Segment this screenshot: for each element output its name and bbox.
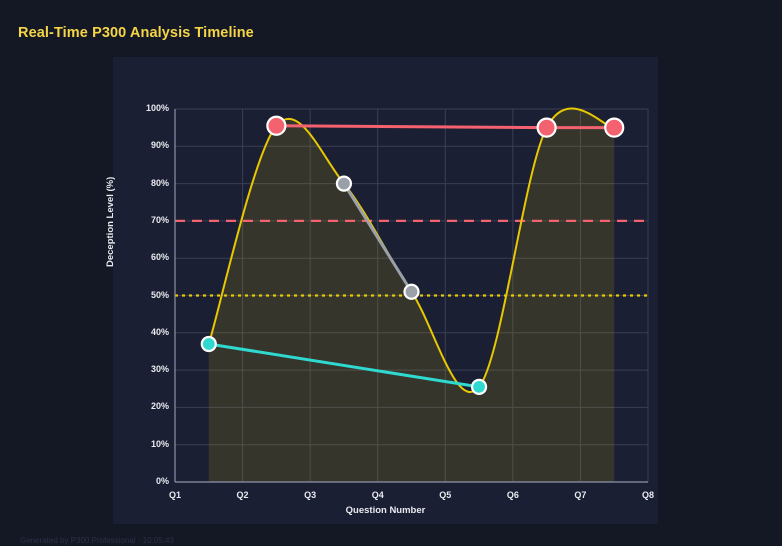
y-axis-title: Deception Level (%) <box>105 176 116 267</box>
y-tick-label: 20% <box>150 401 169 412</box>
chart-svg <box>113 57 658 524</box>
x-axis-title: Question Number <box>345 505 426 516</box>
x-tick-label: Q7 <box>574 490 587 500</box>
y-tick-label: 60% <box>150 252 169 263</box>
y-tick-label: 90% <box>150 140 169 151</box>
x-tick-label: Q4 <box>371 490 384 500</box>
y-tick-label: 30% <box>150 364 169 375</box>
x-tick-label: Q1 <box>168 490 181 500</box>
y-tick-label: 40% <box>150 326 169 337</box>
x-tick-label: Q3 <box>304 490 317 500</box>
page-title: Real-Time P300 Analysis Timeline <box>18 25 254 41</box>
x-tick-label: Q6 <box>506 490 519 500</box>
x-tick-label: Q8 <box>641 490 654 500</box>
chart-panel: Probe Questions (High Risk) Control Ques… <box>105 57 658 524</box>
y-tick-label: 0% <box>155 476 169 486</box>
y-tick-label: 100% <box>145 103 169 113</box>
plot-area: Deception Level (%) Question Number 0% 10… <box>105 57 658 524</box>
x-tick-label: Q5 <box>439 490 452 500</box>
footer-note: Generated by P300 Professional · 10:05:4… <box>20 536 174 545</box>
y-tick-label: 10% <box>150 438 169 449</box>
y-tick-label: 50% <box>150 289 169 300</box>
y-tick-label: 70% <box>150 214 169 225</box>
y-tick-label: 80% <box>150 177 169 188</box>
x-tick-label: Q2 <box>236 490 249 500</box>
